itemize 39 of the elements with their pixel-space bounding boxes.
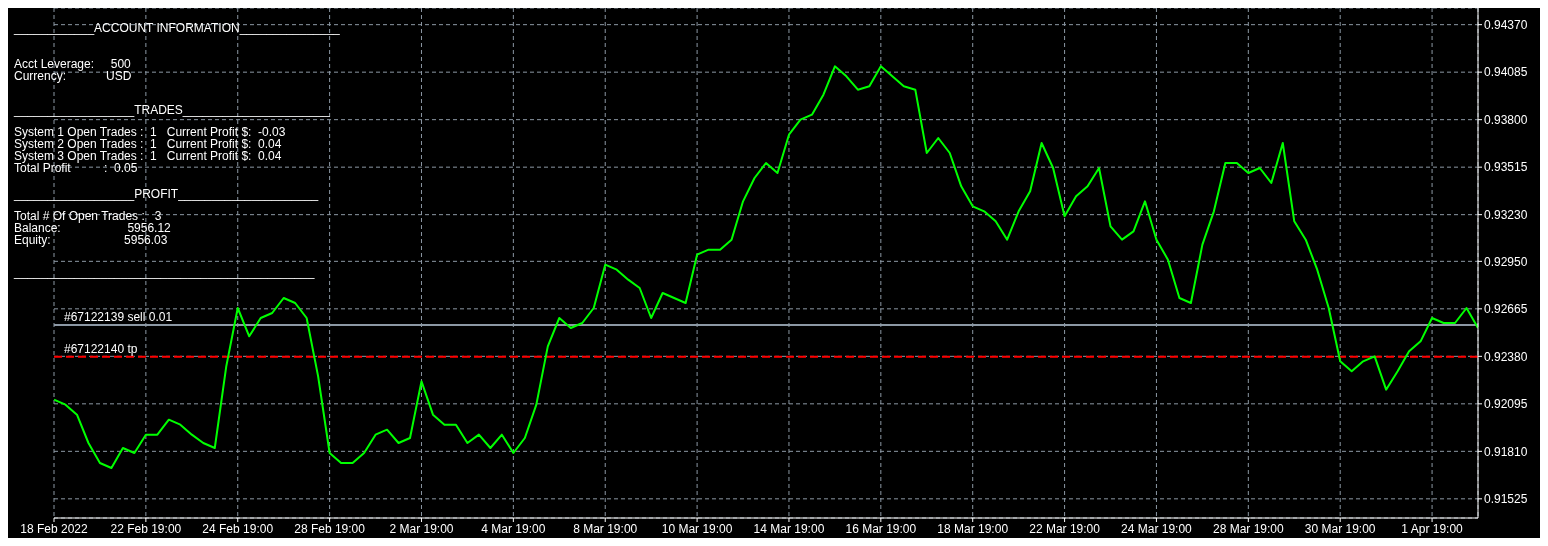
x-tick-label: 28 Feb 19:00: [294, 521, 366, 536]
x-tick-label: 16 Mar 19:00: [845, 521, 917, 536]
x-tick-label: 24 Feb 19:00: [202, 521, 274, 536]
annotation: Equity: 5956.03: [14, 233, 168, 247]
x-tick-label: 22 Feb 19:00: [110, 521, 182, 536]
y-tick-label: 0.92095: [1484, 397, 1528, 412]
x-tick-label: 30 Mar 19:00: [1304, 521, 1376, 536]
y-tick-label: 0.91810: [1484, 444, 1528, 459]
annotation: System 2 Open Trades : 1 Current Profit $: 0.04: [14, 137, 282, 151]
x-tick-label: 1 Apr 19:00: [1401, 521, 1464, 536]
annotation: Total # Of Open Trades : 3: [14, 209, 162, 223]
ref-line-label: #67122139 sell 0.01: [64, 310, 173, 324]
y-tick-label: 0.93800: [1484, 112, 1528, 127]
x-tick-label: 8 Mar 19:00: [573, 521, 638, 536]
annotation: _____________________________________________: [14, 265, 315, 279]
annotation: __________________PROFIT_____________________: [14, 187, 319, 201]
y-tick-label: 0.91525: [1484, 492, 1528, 507]
annotation: __________________TRADES______________________: [14, 103, 330, 117]
y-tick-label: 0.92665: [1484, 302, 1528, 317]
y-tick-label: 0.94370: [1484, 17, 1528, 32]
x-tick-label: 18 Feb 2022: [20, 521, 89, 536]
annotation: Acct Leverage: 500: [14, 57, 131, 71]
x-tick-label: 28 Mar 19:00: [1212, 521, 1284, 536]
y-tick-label: 0.93515: [1484, 160, 1528, 175]
y-tick-label: 0.92380: [1484, 349, 1528, 364]
y-tick-label: 0.92950: [1484, 254, 1528, 269]
annotation: System 3 Open Trades : 1 Current Profit $: 0.04: [14, 149, 282, 163]
x-tick-label: 14 Mar 19:00: [753, 521, 825, 536]
ref-line-label: #67122140 tp: [64, 341, 138, 356]
y-tick-label: 0.93230: [1484, 207, 1528, 222]
x-tick-label: 18 Mar 19:00: [937, 521, 1009, 536]
annotation: System 1 Open Trades : 1 Current Profit $: -0.03: [14, 125, 286, 139]
x-tick-label: 22 Mar 19:00: [1029, 521, 1101, 536]
x-tick-label: 10 Mar 19:00: [661, 521, 733, 536]
x-tick-label: 24 Mar 19:00: [1121, 521, 1193, 536]
x-tick-label: 2 Mar 19:00: [389, 521, 454, 536]
y-tick-label: 0.94085: [1484, 65, 1528, 80]
annotation: ____________ACCOUNT INFORMATION_______________: [14, 21, 340, 35]
x-tick-label: 4 Mar 19:00: [481, 521, 546, 536]
